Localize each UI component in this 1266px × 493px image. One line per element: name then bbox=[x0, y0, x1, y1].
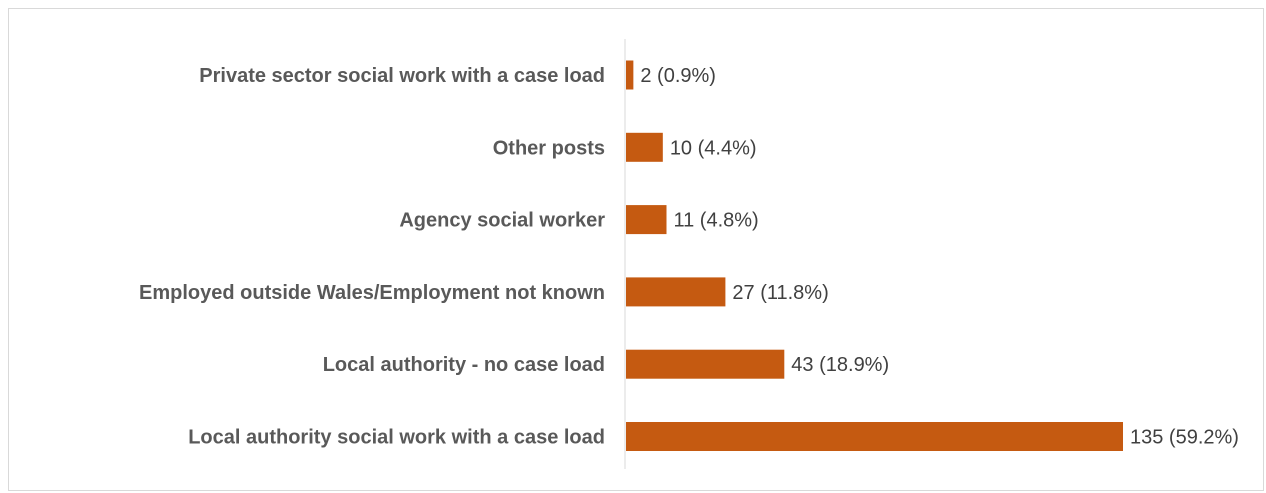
value-labels-group: 2 (0.9%) 10 (4.4%) 11 (4.8%) 27 (11.8%) 43 (… bbox=[640, 65, 1239, 449]
bar-2 bbox=[626, 205, 667, 235]
bar-3 bbox=[626, 277, 726, 307]
value-label-1: 10 (4.4%) bbox=[670, 137, 757, 159]
category-labels-group: Private sector social work with a case l… bbox=[139, 65, 605, 449]
category-label-5: Local authority social work with a case … bbox=[188, 427, 605, 449]
bar-0 bbox=[626, 60, 634, 90]
value-label-3: 27 (11.8%) bbox=[732, 282, 828, 304]
bars-group bbox=[626, 60, 1123, 451]
bar-1 bbox=[626, 132, 663, 162]
category-label-4: Local authority - no case load bbox=[323, 354, 605, 376]
value-label-2: 11 (4.8%) bbox=[673, 210, 758, 232]
category-label-1: Other posts bbox=[493, 137, 605, 159]
bar-4 bbox=[626, 349, 785, 379]
category-label-2: Agency social worker bbox=[399, 210, 605, 232]
bar-chart: Private sector social work with a case l… bbox=[139, 39, 1239, 469]
category-label-0: Private sector social work with a case l… bbox=[199, 65, 605, 87]
value-label-5: 135 (59.2%) bbox=[1130, 427, 1239, 449]
bar-5 bbox=[626, 422, 1123, 451]
chart-frame: Private sector social work with a case l… bbox=[8, 8, 1264, 491]
value-label-0: 2 (0.9%) bbox=[640, 65, 716, 87]
value-label-4: 43 (18.9%) bbox=[791, 354, 889, 376]
category-label-3: Employed outside Wales/Employment not kn… bbox=[139, 282, 605, 304]
